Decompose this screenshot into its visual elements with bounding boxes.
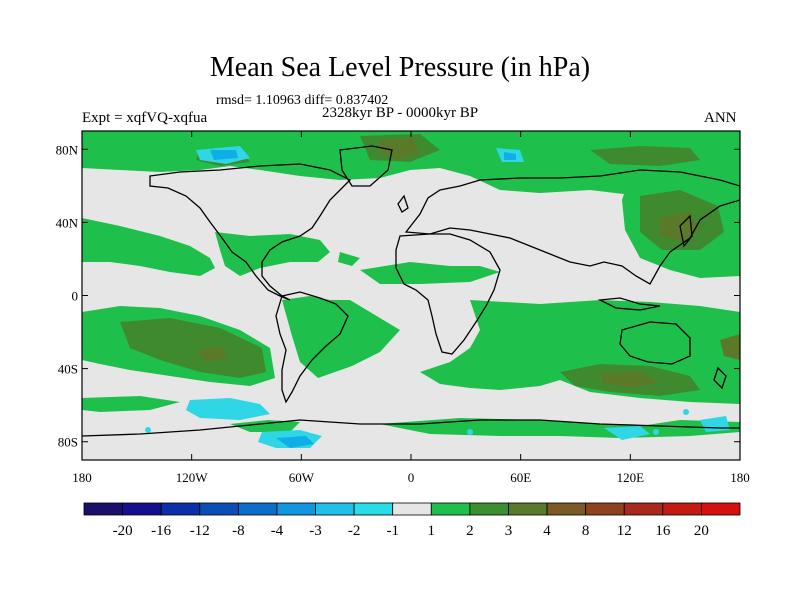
colorbar-label: 1: [428, 523, 436, 539]
colorbar-label: 12: [617, 523, 632, 539]
colorbar-label: 20: [694, 523, 709, 539]
colorbar-swatch: [701, 502, 741, 516]
colorbar-swatch: [585, 502, 625, 516]
lon-tick-label: 120W: [176, 470, 209, 485]
colorbar-swatch: [662, 502, 702, 516]
colorbar-label: -8: [232, 523, 245, 539]
colorbar-swatch: [122, 502, 162, 516]
colorbar-swatch: [276, 502, 316, 516]
colorbar-swatch: [546, 502, 587, 516]
colorbar-label: -1: [386, 523, 399, 539]
colorbar-label: -12: [190, 523, 210, 539]
lon-tick-label: 180: [730, 470, 750, 485]
coastlines: [82, 145, 740, 437]
colorbar-swatch: [315, 502, 355, 516]
lon-tick-label: 0: [408, 470, 415, 485]
map-axes: 80N 40N 0 40S 80S 180 120W 60W 0 60E 120E 180: [56, 131, 750, 485]
colorbar: -20 -16 -12 -8 -4 -3 -2 -1 1 2 3 4 8 12 16 20: [83, 502, 741, 539]
lon-tick-label: 180: [72, 470, 92, 485]
lat-tick-label: 80S: [58, 435, 78, 450]
colorbar-label: 16: [655, 523, 671, 539]
colorbar-label: -2: [348, 523, 361, 539]
period-label: 2328kyr BP - 0000kyr BP: [322, 105, 479, 121]
colorbar-swatch: [392, 502, 432, 516]
lat-tick-label: 80N: [56, 142, 79, 157]
map-plot-area: [82, 131, 740, 460]
lat-tick-label: 40S: [58, 362, 78, 377]
colorbar-label: 4: [543, 523, 551, 539]
colorbar-swatch: [430, 502, 471, 516]
colorbar-swatch: [469, 502, 509, 516]
experiment-label: Expt = xqfVQ-xqfua: [82, 110, 208, 126]
colorbar-label: -3: [309, 523, 322, 539]
colorbar-swatch: [160, 502, 201, 516]
colorbar-label: -16: [151, 523, 171, 539]
colorbar-label: 2: [466, 523, 474, 539]
anomaly-negative-2-3: [210, 150, 516, 448]
colorbar-label: -20: [113, 523, 133, 539]
season-label: ANN: [704, 110, 737, 126]
lat-tick-label: 0: [72, 289, 79, 304]
stats-line: rmsd= 1.10963 diff= 0.837402: [216, 93, 389, 108]
colorbar-label: 8: [582, 523, 590, 539]
colorbar-swatch: [237, 502, 278, 516]
colorbar-label: -4: [271, 523, 284, 539]
lon-tick-label: 60E: [510, 470, 531, 485]
lon-tick-label: 60W: [289, 470, 315, 485]
lon-tick-label: 120E: [617, 470, 645, 485]
colorbar-swatch: [83, 502, 123, 516]
map-title: Mean Sea Level Pressure (in hPa): [209, 52, 591, 83]
lat-tick-label: 40N: [56, 215, 79, 230]
colorbar-swatch: [353, 502, 394, 516]
colorbar-swatch: [508, 502, 548, 516]
colorbar-label: 3: [505, 523, 513, 539]
colorbar-swatch: [199, 502, 239, 516]
colorbar-swatch: [623, 502, 664, 516]
